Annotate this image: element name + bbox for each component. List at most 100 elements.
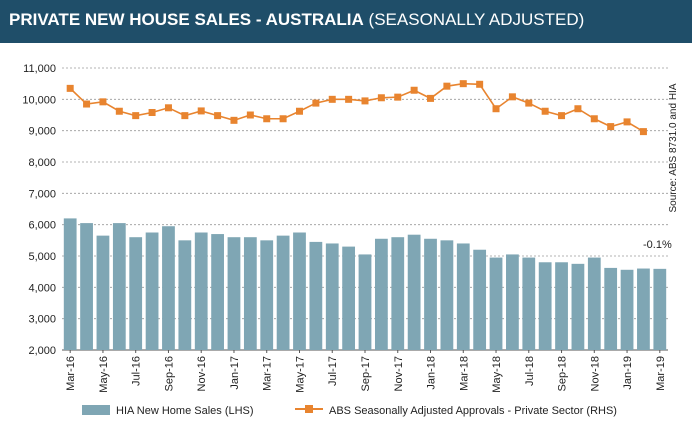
x-tick-label: Jul-18 (524, 356, 536, 386)
bar-Feb-17 (243, 237, 257, 350)
line-series (66, 80, 647, 136)
bar-May-18 (489, 257, 503, 350)
marker-May-16 (99, 98, 107, 106)
marker-Jun-16 (115, 107, 123, 115)
bar-Jul-16 (129, 237, 143, 350)
x-tick-label: Sep-16 (163, 356, 175, 391)
marker-Apr-18 (476, 80, 484, 88)
marker-Apr-16 (83, 100, 91, 108)
bar-Jun-17 (309, 241, 323, 350)
x-tick-label: Jan-17 (229, 356, 241, 390)
bar-Oct-16 (178, 240, 192, 350)
bar-Jun-18 (506, 254, 519, 350)
marker-Jan-18 (427, 94, 435, 102)
y-tick-label: 2,000 (28, 345, 56, 357)
x-tick-label: May-17 (294, 356, 306, 393)
bar-Dec-18 (604, 267, 618, 350)
marker-Dec-17 (410, 86, 418, 94)
x-tick-label: Nov-17 (393, 356, 405, 391)
marker-Apr-17 (279, 115, 287, 123)
marker-Feb-18 (443, 82, 451, 90)
x-axis-ticks: Mar-16 May-16 Jul-16 Sep-16 Nov-16 Jan-17 Mar-… (65, 350, 667, 393)
bar-Aug-18 (538, 262, 552, 350)
legend-label-line: ABS Seasonally Adjusted Approvals - Priv… (329, 405, 617, 417)
marker-Sep-17 (361, 97, 369, 105)
marker-Sep-16 (164, 104, 172, 112)
bar-Jan-17 (227, 237, 241, 350)
marker-Sep-18 (558, 112, 566, 120)
x-tick-label: May-18 (491, 356, 503, 393)
x-tick-label: Mar-17 (262, 356, 274, 391)
marker-Jun-17 (312, 99, 320, 107)
source-note: Source: ABS 8731.0 and HIA (668, 83, 679, 212)
x-tick-label: Sep-18 (557, 356, 569, 391)
marker-Jul-18 (525, 99, 533, 107)
chart-subtitle: (SEASONALLY ADJUSTED) (368, 10, 585, 29)
bar-Apr-16 (80, 223, 93, 350)
marker-Oct-18 (574, 105, 582, 113)
house-sales-chart: 2,000 3,000 4,000 5,000 6,000 7,000 8,000 9,000… (22, 63, 679, 417)
bar-Mar-17 (260, 240, 274, 350)
y-tick-label: 8,000 (28, 157, 56, 169)
marker-Aug-17 (345, 95, 353, 103)
y-tick-label: 7,000 (28, 188, 56, 200)
x-tick-label: Jan-19 (622, 356, 634, 390)
bar-Feb-18 (440, 240, 454, 350)
bar-Oct-18 (571, 263, 585, 350)
bar-Aug-17 (342, 246, 356, 350)
x-tick-label: Jul-16 (131, 356, 143, 386)
x-tick-label: May-16 (98, 356, 110, 393)
bar-Dec-17 (407, 234, 421, 350)
bar-Aug-16 (145, 232, 159, 350)
bar-Nov-17 (391, 237, 405, 350)
legend-label-bar: HIA New Home Sales (LHS) (116, 405, 254, 417)
marker-Jan-19 (623, 118, 631, 126)
chart-title: PRIVATE NEW HOUSE SALES - AUSTRALIA (9, 10, 364, 29)
x-tick-label: Nov-16 (196, 356, 208, 391)
marker-Nov-16 (197, 107, 205, 115)
x-tick-label: Jan-18 (426, 356, 438, 390)
bar-Dec-16 (211, 234, 224, 350)
bar-Sep-17 (358, 254, 372, 350)
marker-Mar-18 (459, 80, 467, 88)
y-tick-label: 4,000 (28, 282, 56, 294)
bar-Mar-18 (456, 243, 470, 350)
marker-Aug-16 (148, 108, 156, 116)
bar-May-16 (96, 235, 110, 350)
x-tick-label: Mar-18 (458, 356, 470, 391)
marker-Jun-18 (508, 93, 516, 101)
marker-Aug-18 (541, 107, 549, 115)
marker-Jul-16 (132, 112, 140, 120)
x-tick-label: Mar-16 (65, 356, 77, 391)
bar-series (63, 218, 667, 350)
bar-Nov-18 (587, 257, 601, 350)
marker-Jul-17 (328, 95, 336, 103)
marker-Oct-16 (181, 112, 189, 120)
marker-Mar-16 (66, 84, 74, 92)
bar-Mar-19 (653, 268, 667, 350)
marker-Oct-17 (377, 94, 385, 102)
y-tick-label: 10,000 (22, 94, 56, 106)
marker-Feb-19 (639, 128, 647, 136)
bar-Sep-16 (162, 226, 175, 350)
bar-Nov-16 (194, 232, 208, 350)
marker-Dec-16 (214, 112, 222, 120)
x-tick-label: Mar-19 (655, 356, 667, 391)
bar-Jul-17 (325, 243, 339, 350)
legend: HIA New Home Sales (LHS) ABS Seasonally … (82, 405, 617, 417)
y-axis-ticks: 2,000 3,000 4,000 5,000 6,000 7,000 8,000 9,000… (22, 63, 56, 357)
bar-Apr-18 (473, 249, 487, 350)
x-tick-label: Nov-18 (589, 356, 601, 391)
y-tick-label: 11,000 (23, 63, 56, 75)
x-tick-label: Jul-17 (327, 356, 339, 386)
bar-May-17 (293, 232, 306, 350)
chart-title-bar: PRIVATE NEW HOUSE SALES - AUSTRALIA (SEA… (0, 0, 692, 43)
bar-Apr-17 (276, 235, 290, 350)
marker-Feb-17 (246, 111, 254, 119)
bar-Jan-18 (424, 238, 437, 350)
bar-Sep-18 (555, 262, 568, 350)
marker-Nov-17 (394, 93, 402, 101)
approvals-line (69, 82, 644, 133)
marker-Mar-17 (263, 115, 271, 123)
y-tick-label: 9,000 (28, 126, 56, 138)
